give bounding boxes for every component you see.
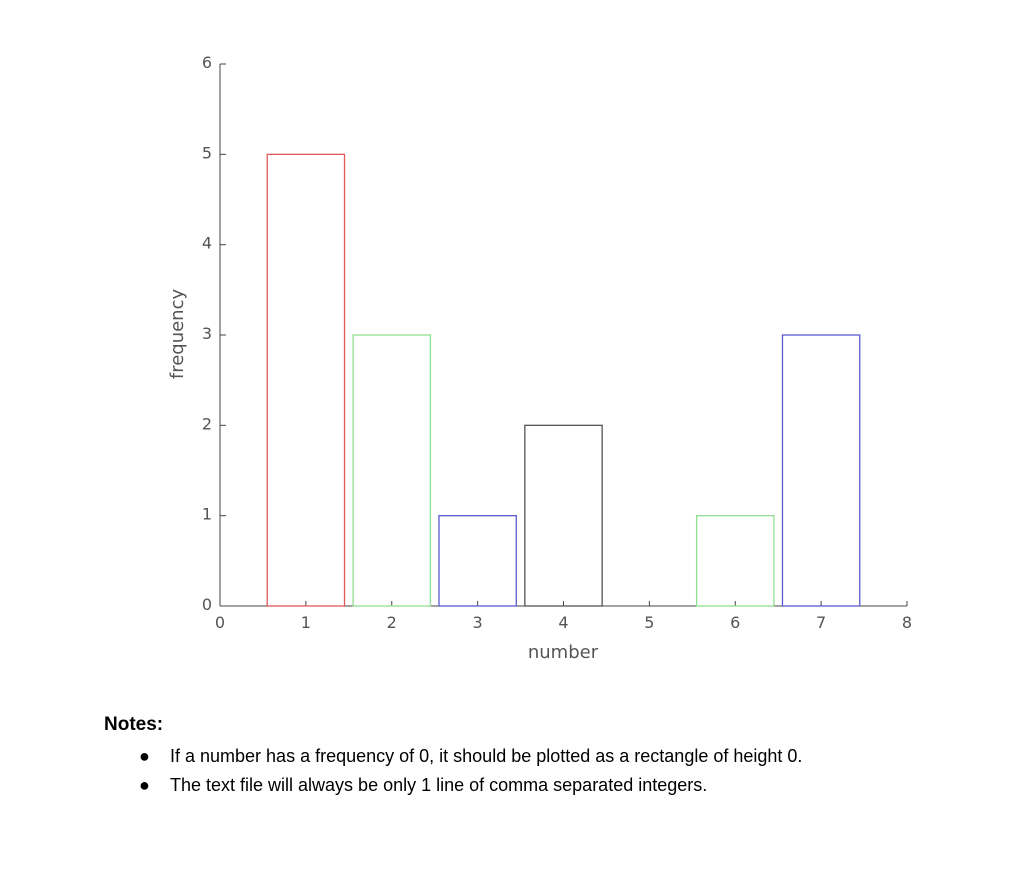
bar-7 [781,334,861,607]
x-tick-label: 8 [902,613,912,632]
x-tick-label: 2 [387,613,397,632]
y-tick-label: 6 [202,53,212,72]
note-item: ● If a number has a frequency of 0, it s… [104,742,984,771]
bullet-icon: ● [139,775,150,795]
bullet-icon: ● [139,746,150,766]
x-axis-label: number [528,642,599,663]
y-tick-label: 5 [202,143,212,162]
bar-1 [266,153,346,607]
bar-6 [695,515,775,607]
bar-3 [438,515,517,607]
notes-section: Notes: ● If a number has a frequency of … [104,714,984,800]
x-tick-label: 0 [215,613,225,632]
chart-bars [266,153,861,607]
y-tick-label: 4 [202,234,212,253]
bar-4 [524,424,603,607]
y-tick-label: 2 [202,414,212,433]
y-tick-label: 0 [202,595,212,614]
x-tick-label: 3 [473,613,483,632]
y-tick-labels: 0 1 2 3 4 5 6 [202,53,212,614]
bar-2 [352,334,432,607]
x-tick-labels: 0 1 2 3 4 5 6 7 8 [215,613,912,632]
x-tick-label: 7 [816,613,826,632]
x-tick-label: 6 [730,613,740,632]
notes-title: Notes: [104,714,164,735]
y-axis-label: frequency [167,289,188,380]
y-tick-label: 1 [202,505,212,524]
note-text: The text file will always be only 1 line… [170,775,708,795]
note-item: ● The text file will always be only 1 li… [104,771,984,800]
y-tick-label: 3 [202,324,212,343]
x-tick-label: 1 [301,613,311,632]
notes-list: ● If a number has a frequency of 0, it s… [104,742,984,800]
histogram-chart: 0 1 2 3 4 5 6 7 8 0 1 2 3 4 5 6 number frequency [167,53,912,663]
note-text: If a number has a frequency of 0, it sho… [170,746,803,766]
x-tick-label: 4 [558,613,568,632]
x-tick-label: 5 [644,613,654,632]
